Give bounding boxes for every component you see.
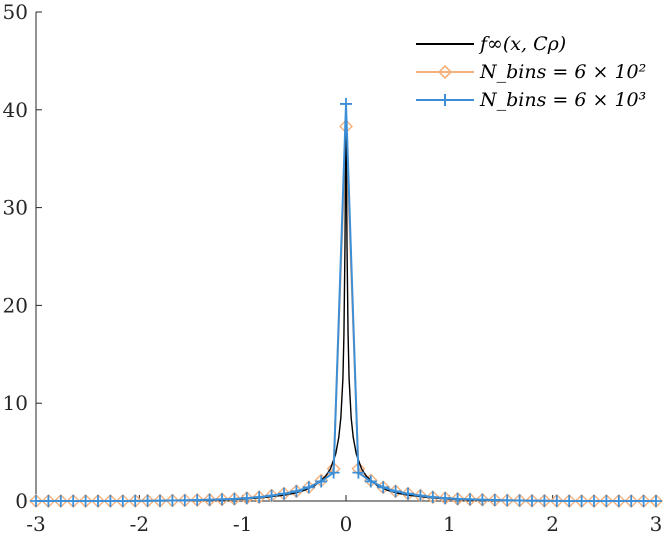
marker-plus: [278, 487, 290, 500]
marker-plus: [327, 466, 340, 479]
x-tick-label: 2: [546, 512, 559, 536]
marker-plus: [240, 492, 253, 505]
marker-plus: [588, 495, 600, 507]
marker-plus: [216, 493, 228, 506]
marker-plus: [637, 495, 650, 507]
legend-label-nbins-600: N_bins = 6 × 10²: [479, 61, 646, 83]
marker-plus: [476, 493, 489, 506]
marker-plus: [79, 495, 92, 507]
marker-plus: [116, 495, 129, 507]
marker-plus: [178, 494, 191, 507]
marker-plus: [464, 493, 476, 506]
marker-plus: [600, 495, 613, 507]
marker-plus: [302, 481, 315, 494]
x-tick-label: 3: [650, 512, 663, 536]
legend-box: [410, 26, 650, 124]
marker-plus: [377, 481, 390, 494]
legend-marker-plus: [439, 94, 451, 106]
marker-diamond: [475, 492, 490, 507]
marker-plus: [42, 495, 55, 507]
marker-plus: [290, 485, 303, 498]
marker-plus: [228, 492, 241, 505]
marker-plus: [439, 492, 452, 505]
y-tick-label: 0: [15, 489, 28, 513]
marker-plus: [426, 491, 439, 504]
marker-plus: [550, 494, 563, 507]
marker-plus: [166, 494, 179, 507]
marker-plus: [513, 494, 526, 507]
marker-diamond: [525, 493, 539, 508]
legend-label-nbins-6000: N_bins = 6 × 10³: [479, 89, 646, 111]
marker-plus: [650, 495, 662, 507]
marker-plus: [203, 493, 216, 506]
marker-plus: [625, 495, 638, 507]
y-tick-label: 40: [3, 98, 28, 122]
marker-plus: [141, 494, 154, 507]
series-layer: [29, 97, 663, 508]
marker-plus: [54, 495, 67, 507]
marker-plus: [340, 97, 352, 110]
marker-plus: [315, 475, 328, 488]
x-tick-label: -3: [26, 512, 45, 536]
marker-plus: [265, 489, 278, 502]
marker-plus: [352, 466, 365, 479]
marker-plus: [129, 494, 142, 507]
marker-plus: [154, 494, 166, 507]
legend: f∞(x, Cρ) N_bins = 6 × 10² N_bins = 6 × …: [410, 26, 650, 124]
marker-plus: [67, 495, 80, 507]
marker-plus: [364, 475, 377, 488]
marker-diamond: [153, 493, 167, 508]
marker-plus: [612, 495, 625, 507]
x-tick-label: -2: [130, 512, 149, 536]
marker-plus: [92, 495, 104, 507]
marker-plus: [563, 495, 576, 507]
marker-plus: [488, 494, 501, 507]
y-tick-label: 20: [3, 293, 28, 317]
marker-plus: [575, 495, 588, 507]
x-tick-label: 1: [443, 512, 456, 536]
legend-marker-diamond: [437, 64, 453, 80]
x-tick-label: 0: [340, 512, 353, 536]
marker-plus: [414, 489, 427, 502]
y-tick-label: 10: [3, 391, 28, 415]
marker-plus: [526, 494, 538, 507]
marker-plus: [30, 495, 42, 507]
marker-plus: [538, 494, 551, 507]
y-tick-label: 30: [3, 196, 28, 220]
legend-label-exact: f∞(x, Cρ): [478, 33, 566, 55]
y-tick-label: 50: [3, 0, 28, 24]
marker-plus: [451, 492, 464, 505]
marker-plus: [501, 494, 514, 507]
x-tick-label: -1: [233, 512, 252, 536]
marker-plus: [253, 491, 266, 504]
marker-plus: [104, 495, 117, 507]
series-line-0: [36, 106, 656, 502]
marker-diamond: [202, 492, 217, 507]
marker-plus: [389, 485, 402, 498]
marker-plus: [402, 487, 414, 500]
marker-plus: [191, 494, 204, 507]
